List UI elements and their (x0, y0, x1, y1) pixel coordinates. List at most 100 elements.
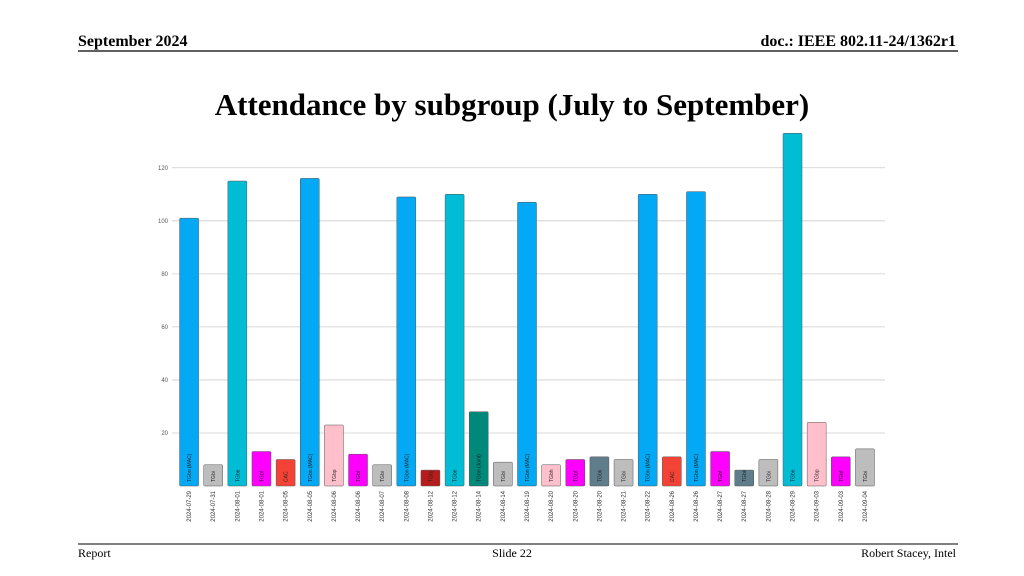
x-tick-label: 2024-08-26 (694, 490, 700, 521)
bar-label: TGbf (573, 470, 579, 482)
header-date: September 2024 (78, 33, 187, 50)
bar-label: CAC (670, 471, 676, 482)
x-tick-label: 2024-08-05 (284, 490, 290, 521)
x-tick-label: 2024-08-21 (622, 490, 628, 521)
y-tick-label: 60 (161, 325, 168, 331)
bar (734, 469, 754, 487)
bar-label: TGbe (235, 469, 241, 482)
x-tick-label: 2024-08-19 (525, 490, 531, 521)
x-tick-label: 2024-08-14 (477, 490, 483, 521)
bar (348, 453, 368, 487)
bar (227, 180, 248, 487)
y-tick-label: 100 (158, 219, 169, 225)
bar (589, 456, 610, 487)
bar-label: TGbi (380, 471, 386, 482)
y-tick-label: 20 (161, 431, 168, 437)
bar (806, 422, 827, 487)
bar (710, 451, 730, 487)
bar-label: TGbi (863, 471, 869, 482)
x-tick-label: 2024-08-29 (791, 490, 797, 521)
bar-label: TGbn (MAC) (404, 453, 410, 482)
bar (444, 194, 465, 487)
bar (613, 459, 634, 487)
bar (372, 464, 392, 487)
x-tick-label: 2024-08-27 (718, 490, 724, 521)
bar-label: TGbi (211, 471, 217, 482)
x-tick-label: 2024-08-08 (404, 490, 410, 521)
bar (396, 196, 417, 487)
bar (831, 456, 851, 487)
bar-label: TGbk (597, 469, 603, 482)
x-tick-label: 2024-08-06 (356, 490, 362, 521)
bar-label: TGbi (622, 471, 628, 482)
x-tick-label: 2024-08-01 (259, 490, 265, 521)
x-tick-label: 2024-08-01 (235, 490, 241, 521)
x-tick-label: 2024-08-22 (646, 490, 652, 521)
footer-center: Slide 22 (492, 546, 532, 560)
bar-label: TGbn (MAC) (187, 453, 193, 482)
bar (782, 133, 803, 487)
bar (468, 411, 489, 487)
bar-label: TGbh (549, 469, 555, 482)
bar (300, 178, 320, 487)
x-tick-label: 2024-08-20 (597, 490, 603, 521)
x-tick-label: 2024-09-03 (839, 490, 845, 521)
footer-right: Robert Stacey, Intel (861, 546, 957, 560)
x-tick-label: 2024-08-07 (380, 490, 386, 521)
x-tick-label: 2024-09-03 (815, 490, 821, 521)
bar-label: TGbf (259, 470, 265, 482)
footer-left: Report (78, 546, 111, 560)
bar (517, 202, 537, 487)
x-tick-label: 2024-08-12 (453, 490, 459, 521)
bar (251, 451, 272, 487)
bar (493, 461, 513, 487)
bar (855, 448, 875, 487)
bar-label: TGbf (356, 470, 362, 482)
bar (662, 456, 682, 487)
bar-label: TGbn (MAC) (308, 453, 314, 482)
x-tick-label: 2024-08-05 (308, 490, 314, 521)
bar-label: TGbi (501, 471, 507, 482)
bar (686, 191, 706, 487)
x-tick-label: 2024-08-06 (332, 490, 338, 521)
x-tick-label: 2024-08-20 (573, 490, 579, 521)
x-tick-label: 2024-08-12 (428, 490, 434, 521)
bar (637, 194, 658, 487)
bar (758, 459, 779, 487)
bar-label: TGbn (MAC) (694, 453, 700, 482)
bar-label: TGbe (453, 469, 459, 482)
x-tick-label: 2024-09-04 (863, 490, 869, 521)
y-tick-label: 80 (161, 272, 168, 278)
x-tick-label: 2024-08-14 (501, 490, 507, 521)
header-doc: doc.: IEEE 802.11-24/1362r1 (760, 33, 956, 50)
chart-title: Attendance by subgroup (July to Septembe… (215, 87, 809, 122)
bar-label: TGbp (332, 469, 338, 482)
x-tick-label: 2024-08-27 (742, 490, 748, 521)
y-tick-label: 40 (161, 378, 168, 384)
x-tick-label: 2024-08-28 (766, 490, 772, 521)
bar (179, 217, 199, 487)
x-tick-label: 2024-07-29 (187, 490, 193, 521)
bar-label: TGbk (742, 469, 748, 482)
bar-label: TGbn (MAC) (525, 453, 531, 482)
bar (541, 464, 561, 487)
bar (420, 469, 441, 487)
x-tick-label: 2024-07-31 (211, 490, 217, 521)
x-tick-label: 2024-08-26 (670, 490, 676, 521)
bar-label: TGbi (766, 471, 772, 482)
bar (565, 459, 586, 487)
bar-label: TGbp (815, 469, 821, 482)
bar (275, 459, 296, 487)
x-tick-label: 2024-08-20 (549, 490, 555, 521)
bar-label: CAC (284, 471, 290, 482)
bar (324, 424, 344, 487)
bar-label: TGbn (MAC) (646, 453, 652, 482)
bar-label: TGbf (718, 470, 724, 482)
bar-label: TGbe (791, 469, 797, 482)
bar (203, 464, 223, 487)
y-tick-label: 120 (158, 166, 169, 172)
bar-label: TGbf (839, 470, 845, 482)
bar-label: TGbj (428, 471, 434, 482)
bar-label: TGbn (Joint) (477, 454, 483, 482)
